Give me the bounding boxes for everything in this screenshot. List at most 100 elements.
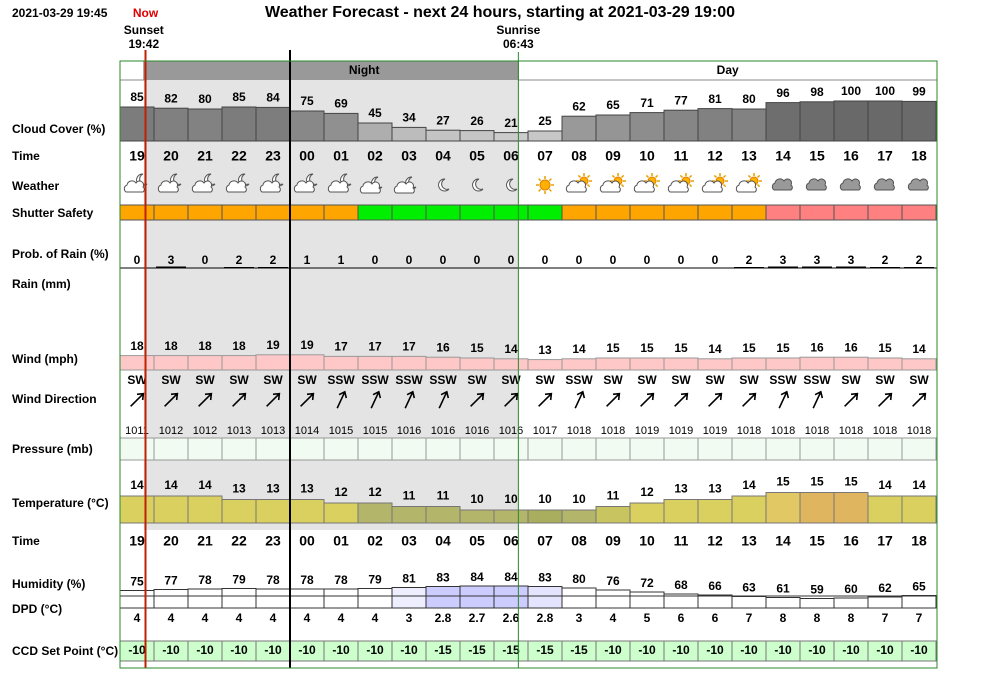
rain-prob-value: 0 bbox=[610, 253, 617, 267]
sun-ray bbox=[679, 174, 683, 178]
wind-arrow bbox=[438, 390, 450, 409]
humidity-bar bbox=[901, 595, 937, 609]
wind-value: 19 bbox=[266, 338, 280, 352]
pressure-value: 1016 bbox=[397, 425, 421, 437]
sun-ray bbox=[747, 174, 751, 178]
wind-arrow bbox=[912, 392, 927, 407]
cloud bbox=[667, 180, 689, 193]
wind-arrow bbox=[370, 390, 382, 409]
wind-value: 16 bbox=[436, 340, 450, 354]
wind-bar bbox=[153, 355, 189, 371]
pressure-value: 1013 bbox=[261, 425, 285, 437]
hour: 13 bbox=[741, 148, 757, 164]
moon bbox=[472, 178, 484, 192]
wind-dir: SW bbox=[909, 373, 929, 387]
hour: 12 bbox=[707, 533, 723, 549]
weather-icon bbox=[735, 173, 762, 193]
cloud bbox=[565, 180, 587, 193]
rain-prob-value: 0 bbox=[542, 253, 549, 267]
wind-bar bbox=[187, 355, 223, 371]
wind-dir: SW bbox=[739, 373, 759, 387]
dpd-value: 3 bbox=[576, 611, 583, 625]
hour: 01 bbox=[333, 148, 349, 164]
rain-prob-value: 0 bbox=[406, 253, 413, 267]
dpd-value: 4 bbox=[338, 611, 345, 625]
humidity-bar bbox=[867, 596, 903, 609]
wind-arrow bbox=[674, 392, 689, 407]
temp-value: 12 bbox=[334, 485, 348, 499]
temp-bar bbox=[561, 509, 597, 524]
cloud-value: 100 bbox=[875, 84, 895, 98]
humidity-bar bbox=[425, 586, 461, 609]
cloud bbox=[839, 178, 861, 191]
temp-value: 15 bbox=[844, 475, 858, 489]
dpd-value: 4 bbox=[202, 611, 209, 625]
wind-dir: SSW bbox=[361, 373, 389, 387]
cloud-value: 82 bbox=[164, 91, 178, 105]
ccd-value: -10 bbox=[876, 643, 894, 657]
weather-icon bbox=[701, 173, 728, 193]
weather-icon bbox=[633, 173, 660, 193]
hour: 13 bbox=[741, 533, 757, 549]
shutter-cell bbox=[595, 204, 631, 221]
cloud-value: 21 bbox=[504, 116, 518, 130]
hour: 16 bbox=[843, 533, 859, 549]
wind-bar bbox=[527, 359, 563, 371]
rain-prob-value: 1 bbox=[338, 253, 345, 267]
ccd-value: -10 bbox=[842, 643, 860, 657]
hour: 12 bbox=[707, 148, 723, 164]
cloud-bar bbox=[425, 129, 461, 142]
dpd-value: 7 bbox=[916, 611, 923, 625]
wind-dir: SW bbox=[603, 373, 623, 387]
dpd-value: 2.8 bbox=[435, 611, 452, 625]
dpd-value: 3 bbox=[406, 611, 413, 625]
humidity-bar bbox=[629, 591, 665, 609]
cloud-bar bbox=[697, 108, 733, 142]
cloud bbox=[225, 180, 247, 193]
cloud-bar bbox=[663, 109, 699, 142]
hour: 02 bbox=[367, 533, 383, 549]
cloud bbox=[771, 178, 793, 191]
wind-bar bbox=[697, 358, 733, 371]
ccd-value: -15 bbox=[434, 643, 452, 657]
humidity-value: 83 bbox=[436, 571, 450, 585]
rain-prob-value: 3 bbox=[814, 253, 821, 267]
wind-bar bbox=[867, 357, 903, 371]
hour: 09 bbox=[605, 148, 621, 164]
temp-value: 14 bbox=[742, 478, 756, 492]
wind-dir: SW bbox=[637, 373, 657, 387]
hour: 22 bbox=[231, 533, 247, 549]
temp-value: 13 bbox=[300, 482, 314, 496]
shutter-cell bbox=[799, 204, 835, 221]
pressure-value: 1015 bbox=[363, 425, 387, 437]
humidity-value: 63 bbox=[742, 581, 756, 595]
pressure-value: 1012 bbox=[193, 425, 217, 437]
weather-icon bbox=[293, 173, 318, 193]
row-label: Wind (mph) bbox=[12, 352, 78, 366]
cloud-value: 25 bbox=[538, 114, 552, 128]
hour: 18 bbox=[911, 148, 927, 164]
humidity-bar bbox=[799, 598, 835, 609]
temp-bar bbox=[119, 495, 155, 524]
wind-arrow bbox=[538, 392, 553, 407]
dpd-value: 2.6 bbox=[503, 611, 520, 625]
dpd-value: 8 bbox=[814, 611, 821, 625]
wind-dir: SW bbox=[875, 373, 895, 387]
pressure-cell bbox=[289, 437, 325, 461]
weather-icon bbox=[327, 173, 352, 193]
temp-value: 15 bbox=[810, 475, 824, 489]
dpd-value: 4 bbox=[610, 611, 617, 625]
cloud-value: 75 bbox=[300, 94, 314, 108]
dpd-value: 4 bbox=[134, 611, 141, 625]
weather-icon bbox=[225, 173, 250, 193]
shutter-cell bbox=[323, 204, 359, 221]
hour: 03 bbox=[401, 533, 417, 549]
sun-ray bbox=[538, 178, 542, 182]
humidity-value: 84 bbox=[504, 570, 518, 584]
shutter-cell bbox=[901, 204, 937, 221]
rain-prob-value: 2 bbox=[882, 253, 889, 267]
wind-value: 15 bbox=[640, 341, 654, 355]
row-label: CCD Set Point (°C) bbox=[12, 644, 118, 658]
sun-ray bbox=[757, 174, 761, 178]
shutter-cell bbox=[187, 204, 223, 221]
